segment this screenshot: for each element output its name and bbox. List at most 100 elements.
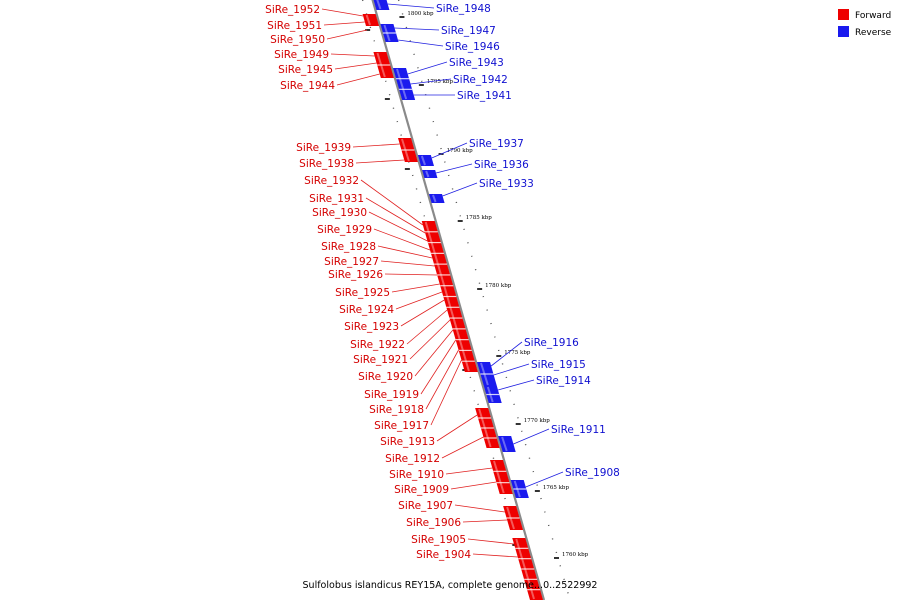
forward-gene-label[interactable]: SiRe_1909 xyxy=(394,484,449,496)
forward-leader-line xyxy=(321,8,364,17)
reverse-gene-label[interactable]: SiRe_1941 xyxy=(457,90,512,102)
forward-gene-label[interactable]: SiRe_1910 xyxy=(389,469,444,481)
sequence-caption: Sulfolobus islandicus REY15A, complete g… xyxy=(303,580,598,591)
reverse-leader-line xyxy=(525,471,564,488)
reverse-gene-label[interactable]: SiRe_1908 xyxy=(565,467,620,479)
forward-leader-line xyxy=(384,273,438,276)
reverse-leader-line xyxy=(410,78,452,85)
reverse-gene-label[interactable]: SiRe_1911 xyxy=(551,424,606,436)
forward-gene-label[interactable]: SiRe_1919 xyxy=(364,389,419,401)
forward-gene-label[interactable]: SiRe_1944 xyxy=(280,80,335,92)
scale-tick-label: 1780 kbp xyxy=(485,283,512,289)
forward-gene-label[interactable]: SiRe_1913 xyxy=(380,436,435,448)
reverse-gene-block[interactable] xyxy=(422,170,438,178)
forward-leader-line xyxy=(323,21,365,26)
forward-leader-line xyxy=(450,481,497,490)
legend-forward-label: Forward xyxy=(855,11,891,21)
reverse-gene-label[interactable]: SiRe_1947 xyxy=(441,25,496,37)
reverse-gene-label[interactable]: SiRe_1916 xyxy=(524,337,579,349)
reverse-gene-block-highlight xyxy=(420,155,426,166)
forward-gene-label[interactable]: SiRe_1930 xyxy=(312,207,367,219)
forward-gene-label[interactable]: SiRe_1929 xyxy=(317,224,372,236)
forward-leader-line xyxy=(420,339,457,395)
forward-gene-label[interactable]: SiRe_1921 xyxy=(353,354,408,366)
scale-tick-label: 1790 kbp xyxy=(447,148,474,154)
forward-gene-label[interactable]: SiRe_1927 xyxy=(324,256,379,268)
forward-gene-block[interactable] xyxy=(362,14,379,26)
forward-gene-label[interactable]: SiRe_1926 xyxy=(328,269,383,281)
forward-gene-label[interactable]: SiRe_1938 xyxy=(299,158,354,170)
forward-leader-line xyxy=(472,553,518,558)
forward-gene-label[interactable]: SiRe_1925 xyxy=(335,287,390,299)
reverse-leader-line xyxy=(394,27,440,31)
forward-gene-label[interactable]: SiRe_1917 xyxy=(374,420,429,432)
reverse-leader-line xyxy=(490,341,523,367)
genome-axis-line xyxy=(371,0,546,600)
forward-gene-label[interactable]: SiRe_1939 xyxy=(296,142,351,154)
reverse-leader-line xyxy=(435,163,473,174)
forward-gene-label[interactable]: SiRe_1905 xyxy=(411,534,466,546)
reverse-gene-block[interactable] xyxy=(498,436,516,452)
reverse-gene-label[interactable]: SiRe_1942 xyxy=(453,74,508,86)
forward-gene-label[interactable]: SiRe_1904 xyxy=(416,549,471,561)
forward-leader-line xyxy=(330,53,375,57)
forward-gene-label[interactable]: SiRe_1907 xyxy=(398,500,453,512)
legend-reverse-swatch xyxy=(838,26,849,37)
reverse-gene-block[interactable] xyxy=(373,0,390,10)
forward-gene-label[interactable]: SiRe_1920 xyxy=(358,371,413,383)
forward-gene-label[interactable]: SiRe_1923 xyxy=(344,321,399,333)
reverse-gene-block[interactable] xyxy=(393,68,416,100)
forward-leader-line xyxy=(355,159,405,164)
forward-leader-line xyxy=(334,62,377,70)
reverse-gene-block-highlight xyxy=(396,68,408,100)
forward-leader-line xyxy=(373,228,431,251)
forward-gene-block[interactable] xyxy=(490,460,513,494)
scale-ticks: 1800 kbp 1795 kbp 1790 kbp 1785 kbp 1780 kbp… xyxy=(365,11,589,559)
forward-leader-line xyxy=(380,260,435,267)
forward-gene-label[interactable]: SiRe_1906 xyxy=(406,517,461,529)
reverse-gene-label[interactable]: SiRe_1936 xyxy=(474,159,529,171)
scale-tick-label: 1770 kbp xyxy=(524,418,551,424)
reverse-gene-block-highlight xyxy=(432,194,437,203)
reverse-gene-block-highlight xyxy=(376,0,382,10)
forward-gene-label[interactable]: SiRe_1918 xyxy=(369,404,424,416)
forward-gene-label[interactable]: SiRe_1932 xyxy=(304,175,359,187)
forward-gene-label[interactable]: SiRe_1945 xyxy=(278,64,333,76)
forward-leader-line xyxy=(360,179,424,226)
reverse-gene-label[interactable]: SiRe_1914 xyxy=(536,375,591,387)
forward-gene-label[interactable]: SiRe_1922 xyxy=(350,339,405,351)
forward-leader-line xyxy=(441,436,484,459)
reverse-gene-block[interactable] xyxy=(417,155,434,166)
forward-gene-label[interactable]: SiRe_1924 xyxy=(339,304,394,316)
reverse-gene-label[interactable]: SiRe_1943 xyxy=(449,57,504,69)
forward-leader-line xyxy=(365,197,426,234)
forward-leader-line xyxy=(462,519,508,523)
forward-gene-label[interactable]: SiRe_1950 xyxy=(270,34,325,46)
forward-leader-line xyxy=(445,467,493,475)
forward-leader-line xyxy=(400,299,445,327)
reverse-gene-label[interactable]: SiRe_1933 xyxy=(479,178,534,190)
forward-leader-line xyxy=(430,359,462,426)
forward-gene-label[interactable]: SiRe_1951 xyxy=(267,20,322,32)
forward-gene-label[interactable]: SiRe_1912 xyxy=(385,453,440,465)
forward-gene-label[interactable]: SiRe_1928 xyxy=(321,241,376,253)
reverse-gene-label[interactable]: SiRe_1915 xyxy=(531,359,586,371)
scale-tick-label: 1800 kbp xyxy=(407,11,434,17)
forward-gene-label[interactable]: SiRe_1949 xyxy=(274,49,329,61)
forward-gene-block-highlight xyxy=(493,460,505,494)
scale-tick-label: 1765 kbp xyxy=(543,485,570,491)
reverse-gene-label[interactable]: SiRe_1937 xyxy=(469,138,524,150)
reverse-gene-label[interactable]: SiRe_1948 xyxy=(436,3,491,15)
forward-leader-line xyxy=(454,504,505,513)
reverse-leader-line xyxy=(513,428,550,445)
reverse-gene-block[interactable] xyxy=(429,194,445,203)
forward-gene-label[interactable]: SiRe_1952 xyxy=(265,4,320,16)
gene-labels: SiRe_1952 SiRe_1951 SiRe_1950 SiRe_1949 SiRe… xyxy=(265,3,620,561)
forward-gene-label[interactable]: SiRe_1931 xyxy=(309,193,364,205)
reverse-gene-label[interactable]: SiRe_1946 xyxy=(445,41,500,53)
label-leader-lines xyxy=(321,3,564,558)
reverse-leader-line xyxy=(387,3,435,9)
reverse-leader-line xyxy=(431,142,468,159)
